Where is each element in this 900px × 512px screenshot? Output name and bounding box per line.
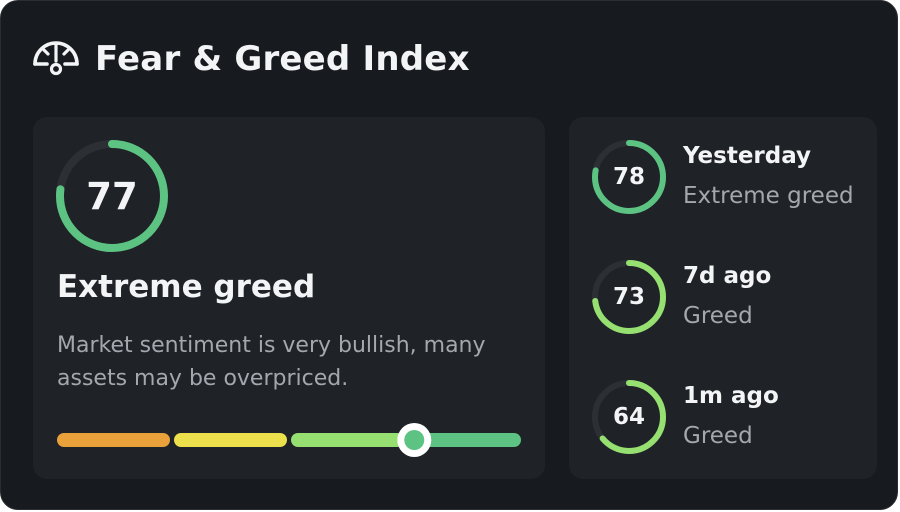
gauge-icon — [33, 41, 79, 76]
history-score-ring — [592, 380, 666, 454]
current-sentiment-label: Extreme greed — [57, 269, 316, 305]
history-score-ring — [592, 260, 666, 334]
sentiment-scale-bar — [57, 423, 521, 457]
current-score-value: 77 — [86, 174, 138, 218]
history-card: 78 Yesterday Extreme greed 73 7d ago Gre… — [569, 117, 877, 479]
current-sentiment-description: Market sentiment is very bullish, many a… — [57, 333, 486, 391]
history-sentiment-label: Greed — [683, 423, 753, 449]
history-period-label: 1m ago — [683, 383, 779, 409]
scale-segment — [174, 433, 287, 447]
scale-segment — [408, 433, 521, 447]
history-score-ring — [592, 140, 666, 214]
current-score-ring — [56, 140, 168, 252]
history-period-label: Yesterday — [683, 143, 812, 169]
history-score-value: 64 — [612, 404, 645, 430]
scale-marker-dot — [404, 430, 425, 450]
scale-segment — [291, 433, 404, 447]
history-item-7d: 73 7d ago Greed — [591, 259, 871, 339]
history-sentiment-label: Extreme greed — [683, 183, 854, 209]
widget-title: Fear & Greed Index — [95, 39, 470, 79]
history-item-1m: 64 1m ago Greed — [591, 379, 871, 459]
history-item-yesterday: 78 Yesterday Extreme greed — [591, 139, 871, 219]
current-index-card: 77 Extreme greed Market sentiment is ver… — [33, 117, 545, 479]
history-score-value: 78 — [612, 164, 645, 190]
widget-header: Fear & Greed Index — [31, 37, 470, 81]
history-sentiment-label: Greed — [683, 303, 753, 329]
scale-segment — [57, 433, 170, 447]
history-period-label: 7d ago — [683, 263, 772, 289]
history-score-value: 73 — [612, 284, 645, 310]
